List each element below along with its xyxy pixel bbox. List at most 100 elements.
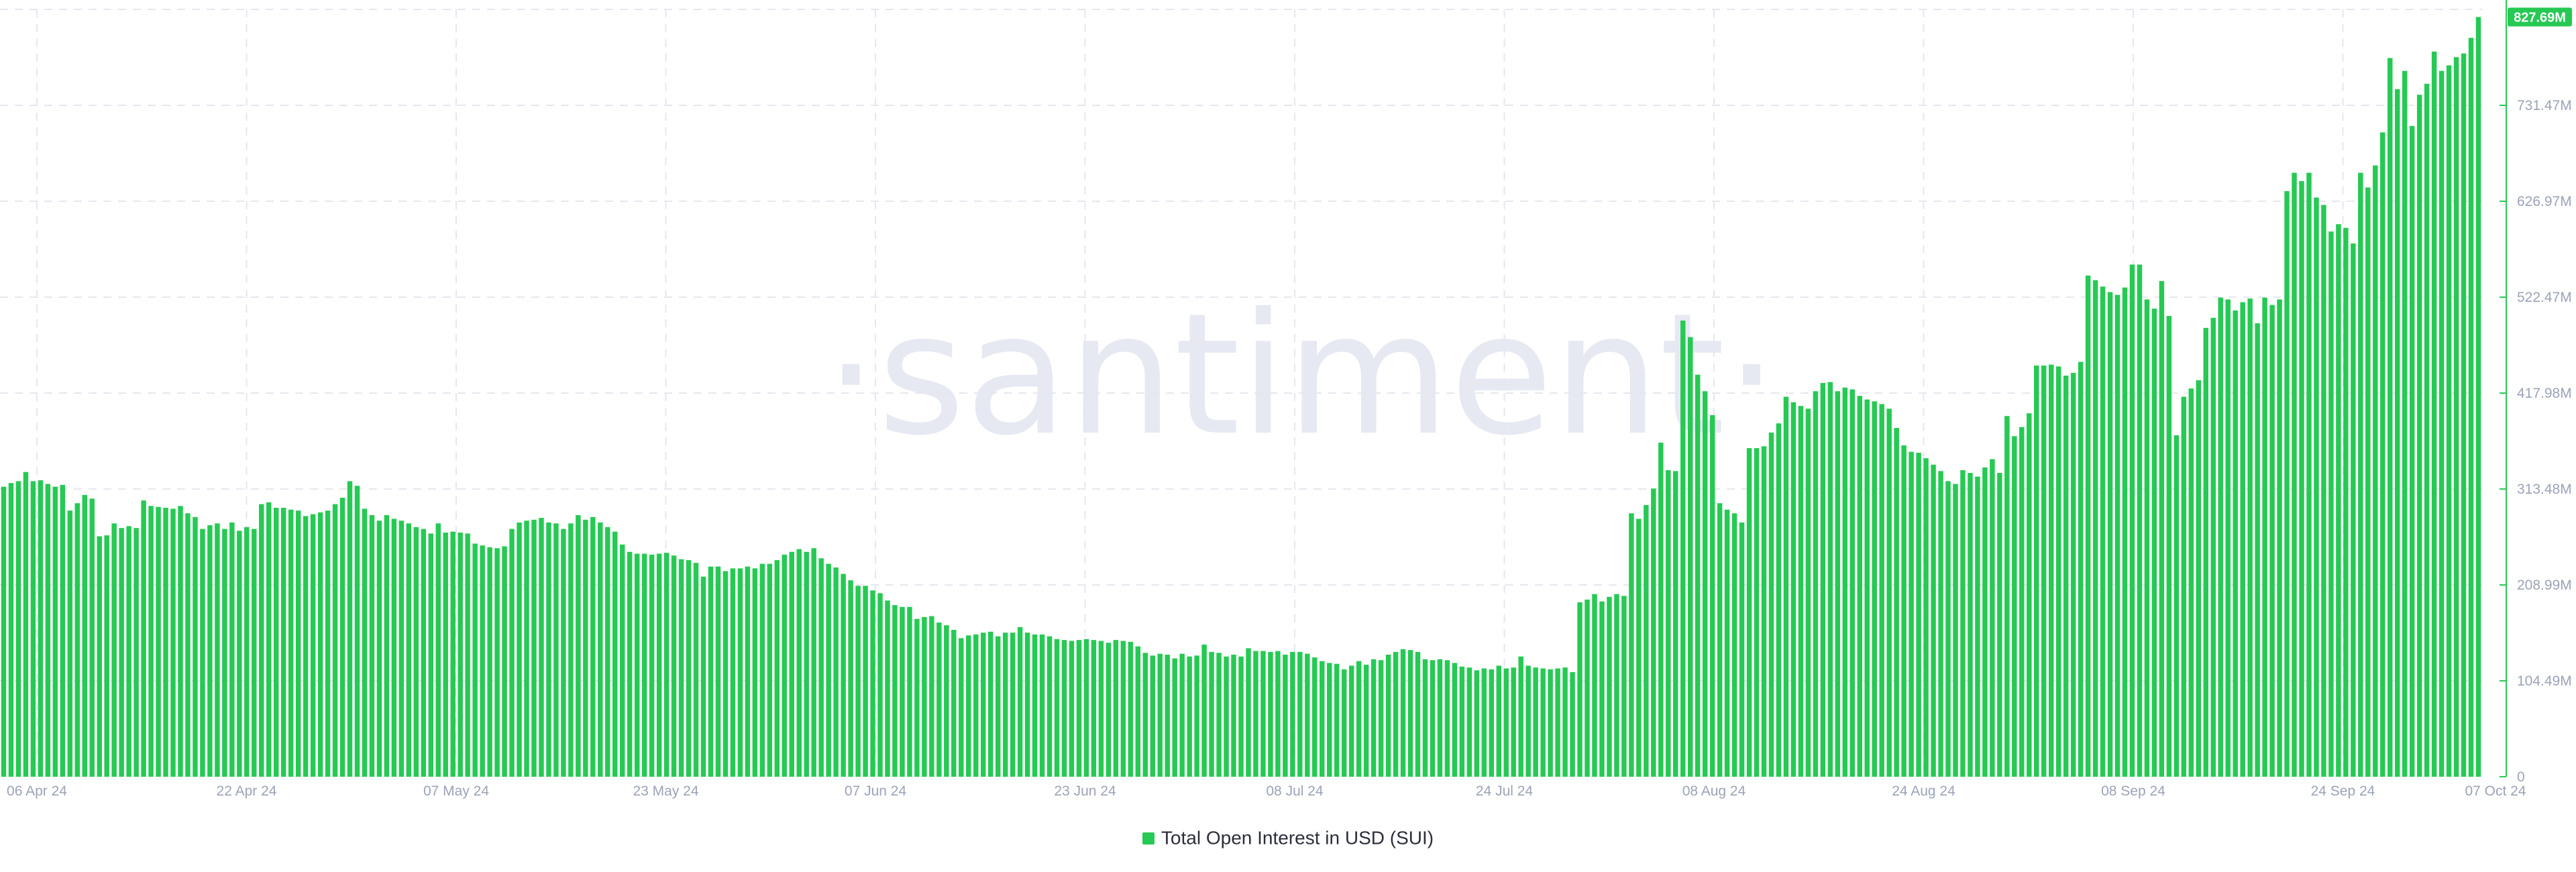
bar [1621, 596, 1627, 777]
bar [74, 503, 80, 777]
bar [369, 515, 375, 777]
bar [8, 483, 14, 777]
y-tick-label: 626.97M [2517, 194, 2572, 209]
bar [944, 625, 949, 777]
bar [531, 519, 537, 777]
bar [612, 531, 618, 777]
x-tick-label: 07 Jun 24 [845, 783, 907, 799]
bar [2292, 172, 2297, 777]
bar [1540, 668, 1546, 777]
bar [2027, 413, 2032, 777]
bar [273, 508, 279, 777]
bar [2328, 231, 2334, 777]
bar [1378, 660, 1384, 777]
bar [406, 523, 412, 777]
bar [2137, 264, 2143, 777]
bar [1982, 467, 1988, 777]
bar [737, 568, 743, 777]
bar [288, 509, 294, 777]
bar [1607, 596, 1612, 777]
bar [1864, 399, 1870, 777]
bar [170, 508, 176, 777]
bar [987, 631, 994, 777]
legend[interactable]: Total Open Interest in USD (SUI) [0, 826, 2576, 849]
bar [30, 481, 36, 777]
bar [413, 527, 419, 777]
bar-series[interactable] [1, 17, 2481, 777]
bar [1872, 401, 1877, 777]
bar [1776, 423, 1782, 777]
bar [1790, 402, 1796, 777]
bar [789, 551, 794, 777]
bar [1320, 661, 1325, 777]
bar [1061, 640, 1067, 777]
bar [1644, 504, 1649, 777]
bar [1614, 594, 1619, 777]
bar [620, 544, 625, 777]
bar [2144, 299, 2150, 777]
bar [1069, 641, 1075, 777]
bar [303, 516, 309, 777]
bar [561, 529, 566, 777]
bar [1091, 640, 1097, 777]
x-tick-label: 24 Sep 24 [2311, 783, 2375, 799]
bar [2351, 243, 2356, 777]
bar [82, 494, 87, 777]
bar [1165, 655, 1170, 777]
bar [472, 543, 478, 777]
bar [1348, 665, 1354, 777]
bar [848, 580, 853, 777]
legend-label: Total Open Interest in USD (SUI) [1161, 827, 1434, 849]
bar [1761, 446, 1767, 777]
bar [2468, 38, 2474, 777]
bar [2114, 294, 2121, 777]
bar [568, 523, 574, 777]
bar [1938, 471, 1943, 777]
bar [1717, 503, 1723, 777]
bar [759, 563, 765, 777]
bar [280, 508, 286, 777]
bar [215, 523, 220, 777]
bar [1363, 665, 1369, 777]
bar [1113, 640, 1119, 777]
bar [2402, 70, 2408, 777]
x-tick-label: 07 May 24 [423, 783, 489, 799]
bar [2269, 305, 2275, 777]
bar [2122, 287, 2128, 777]
bar [804, 551, 809, 777]
bar [465, 533, 470, 777]
bar [914, 618, 920, 777]
bar [163, 508, 168, 777]
bar [2424, 83, 2430, 777]
bar [1157, 653, 1163, 777]
bar [1275, 651, 1281, 777]
bar [52, 486, 58, 777]
bar [1496, 665, 1502, 777]
bar [45, 484, 51, 777]
bar [2004, 416, 2010, 777]
bar [708, 566, 714, 777]
bar [730, 568, 736, 777]
bar [347, 481, 353, 777]
bar [2107, 292, 2113, 777]
bar [2092, 280, 2098, 777]
bar [855, 586, 861, 777]
bar [634, 553, 640, 777]
bar [376, 521, 382, 777]
bar [553, 523, 559, 777]
bar [1666, 470, 1671, 777]
bar [656, 553, 662, 777]
bar [1466, 667, 1472, 777]
bar [2055, 366, 2061, 777]
bar [2247, 298, 2253, 777]
y-tick-label: 522.47M [2517, 290, 2572, 305]
bar [391, 519, 397, 777]
bar [2475, 17, 2481, 777]
bar [973, 634, 979, 777]
x-tick-label: 08 Aug 24 [1682, 783, 1746, 799]
bar [818, 558, 824, 777]
bar [148, 506, 154, 777]
bar [244, 527, 250, 777]
bar [398, 521, 405, 777]
bar [1246, 648, 1251, 777]
